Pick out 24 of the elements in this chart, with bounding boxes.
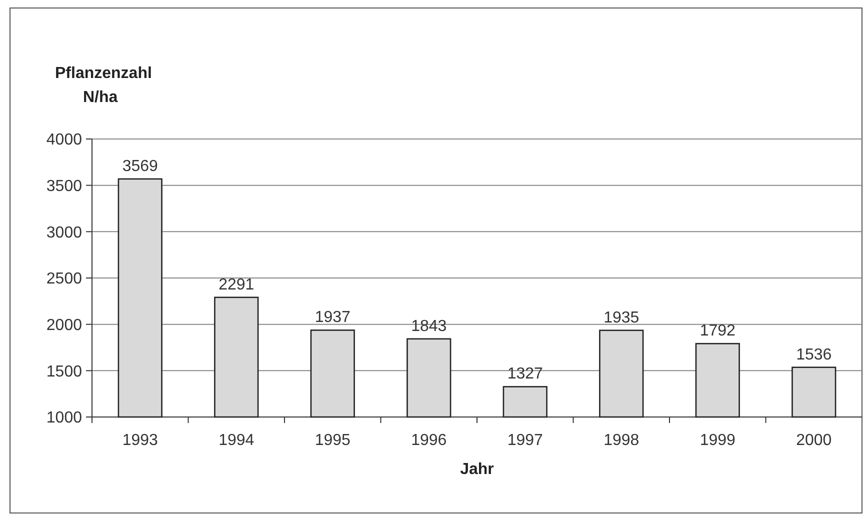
x-axis-title: Jahr <box>460 461 494 478</box>
x-tick-label: 2000 <box>796 432 832 449</box>
x-tick-label: 1997 <box>507 432 544 449</box>
x-tick-label: 1999 <box>700 432 736 449</box>
y-tick-label: 4000 <box>46 132 82 149</box>
y-tick-label: 2500 <box>46 270 82 288</box>
y-tick-label: 1500 <box>46 363 82 380</box>
data-label: 1792 <box>700 322 736 340</box>
data-label: 2291 <box>218 276 254 294</box>
x-tick-label: 1995 <box>314 432 351 449</box>
data-label: 1937 <box>314 309 351 326</box>
x-tick-label: 1998 <box>604 432 640 449</box>
data-label: 1536 <box>796 346 832 364</box>
x-tick-label: 1994 <box>218 432 254 449</box>
y-tick-label: 3000 <box>46 224 82 242</box>
y-tick-label: 3500 <box>46 178 82 195</box>
y-tick-label: 2000 <box>46 316 82 334</box>
data-label: 1935 <box>604 309 640 326</box>
y-tick-label: 1000 <box>46 410 82 427</box>
x-tick-label: 1996 <box>411 432 447 449</box>
x-tick-label: 1993 <box>122 432 158 449</box>
y-axis-title: Pflanzenzahl N/ha <box>55 65 152 106</box>
data-label: 1327 <box>507 366 544 383</box>
data-label: 3569 <box>122 158 158 175</box>
